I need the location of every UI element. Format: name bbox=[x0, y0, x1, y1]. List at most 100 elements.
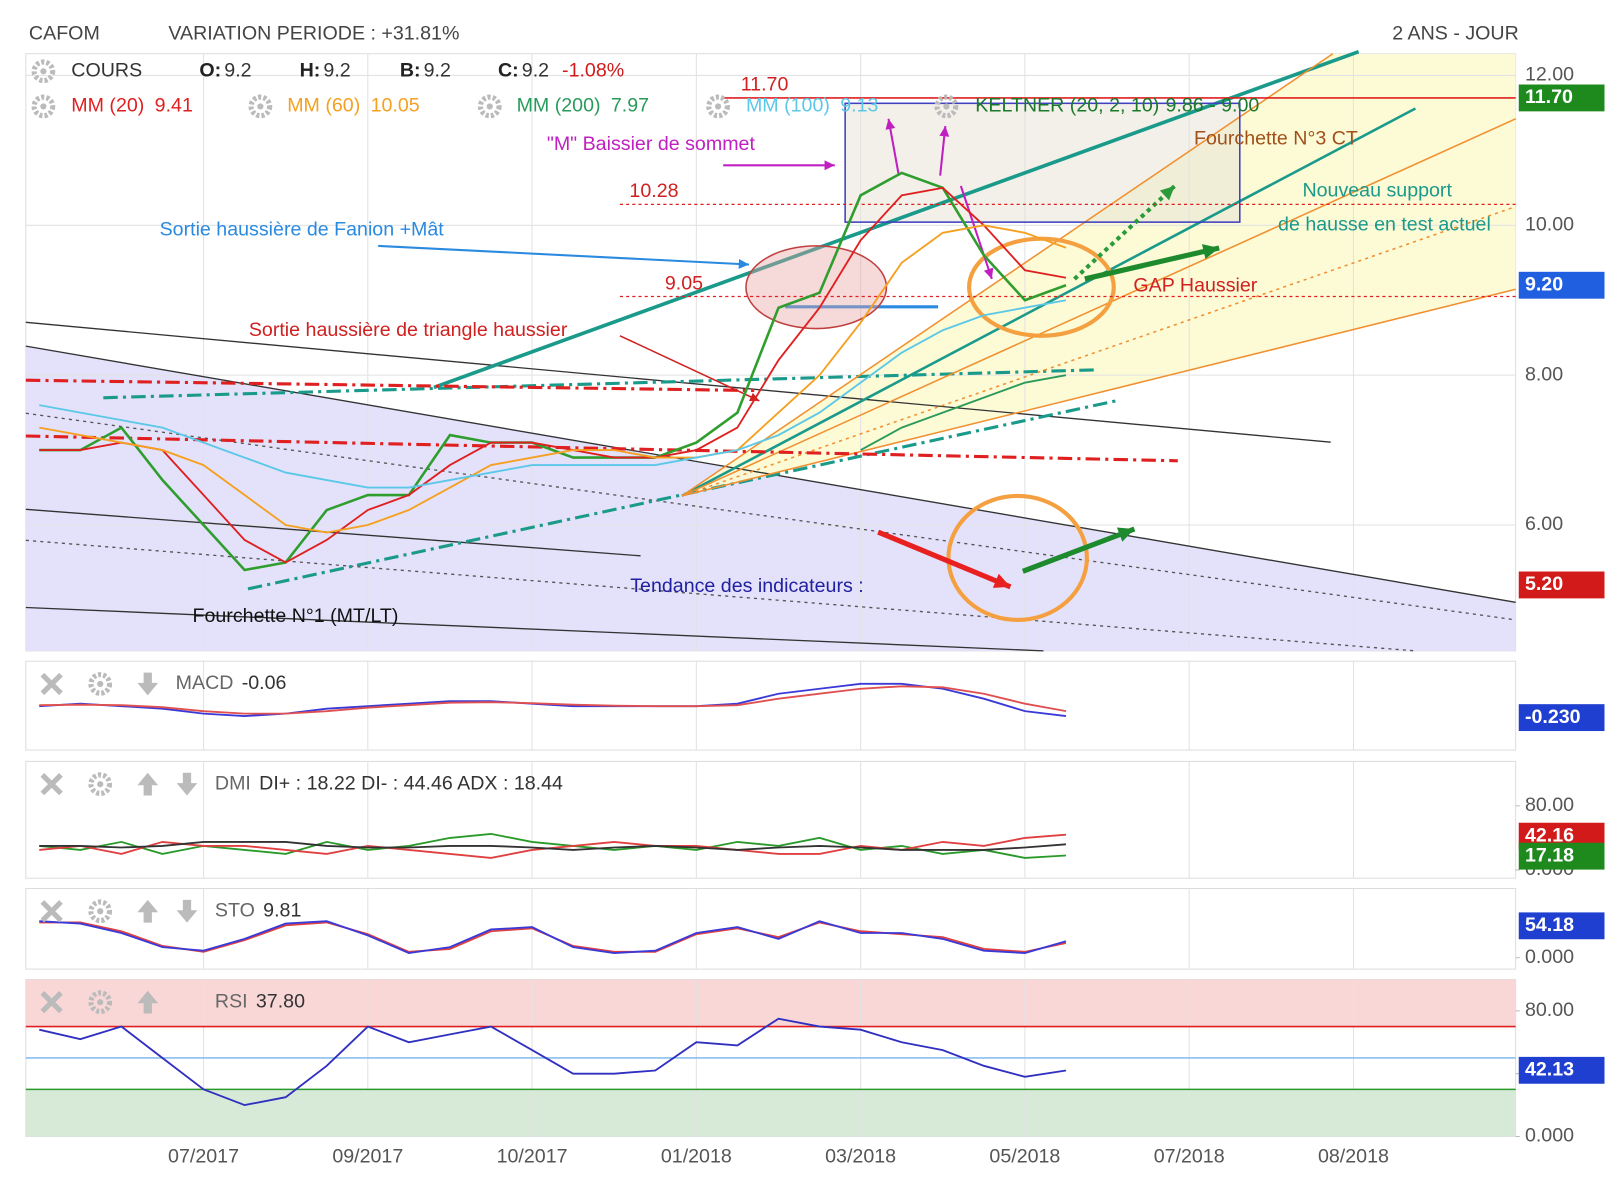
x-tick-label: 08/2018 bbox=[1318, 1145, 1389, 1167]
trend-line bbox=[25, 412, 1516, 621]
value-tag bbox=[1518, 84, 1605, 112]
value-tag bbox=[1518, 271, 1605, 299]
gear-hub bbox=[257, 103, 264, 110]
value-tag bbox=[1518, 1056, 1605, 1084]
arrow bbox=[1084, 245, 1220, 282]
indicator-value: 37.80 bbox=[256, 990, 305, 1012]
y-tick-label: 8.00 bbox=[1525, 363, 1563, 385]
arrow bbox=[378, 244, 750, 266]
trend-line bbox=[25, 539, 1416, 652]
trend-line bbox=[681, 288, 1516, 497]
quote-field-label: C: bbox=[498, 59, 519, 81]
arrow-head bbox=[1159, 185, 1175, 201]
timeframe[interactable]: 2 ANS - JOUR bbox=[1392, 22, 1519, 44]
x-tick-label: 07/2017 bbox=[168, 1145, 239, 1167]
quote-field-value: 9.2 bbox=[323, 59, 350, 81]
arrow-head bbox=[824, 160, 835, 171]
value-tag bbox=[1518, 842, 1605, 870]
quote-field-value: 9.2 bbox=[522, 59, 549, 81]
gear-icon[interactable] bbox=[477, 94, 502, 119]
arrow bbox=[959, 185, 993, 280]
legend-name: KELTNER (20, 2, 10) bbox=[975, 95, 1159, 117]
period-variation: VARIATION PERIODE : +31.81% bbox=[168, 22, 459, 44]
gear-hub bbox=[486, 103, 493, 110]
series-line bbox=[39, 682, 1067, 718]
gear-icon[interactable] bbox=[31, 94, 56, 119]
close-icon bbox=[40, 773, 63, 796]
y-tick-label: 80.00 bbox=[1525, 794, 1574, 816]
value-tag-label: 54.18 bbox=[1525, 914, 1574, 936]
arrow-head bbox=[1202, 244, 1220, 259]
panel-frame bbox=[25, 660, 1517, 751]
move-up-icon bbox=[137, 990, 159, 1014]
trend-line bbox=[25, 321, 1331, 443]
value-tag-label: 42.13 bbox=[1525, 1059, 1574, 1081]
overbought-zone bbox=[25, 979, 1516, 1027]
legend-name: MM (20) bbox=[71, 95, 144, 117]
series-line bbox=[39, 685, 1067, 715]
arrow bbox=[1021, 526, 1136, 574]
legend-value: 10.05 bbox=[371, 95, 420, 117]
gear-icon[interactable] bbox=[934, 94, 959, 119]
x-tick-label: 01/2018 bbox=[661, 1145, 732, 1167]
legend-value: 7.97 bbox=[611, 95, 649, 117]
oversold-zone bbox=[25, 1089, 1516, 1137]
gear-icon[interactable] bbox=[248, 94, 273, 119]
legend-name: MM (100) bbox=[746, 95, 830, 117]
trend-line bbox=[681, 118, 1516, 497]
annotation: de hausse en test actuel bbox=[1278, 213, 1491, 235]
arrow bbox=[619, 335, 760, 402]
x-tick-label: 03/2018 bbox=[825, 1145, 896, 1167]
annotation: Nouveau support bbox=[1302, 179, 1452, 201]
move-down-icon bbox=[176, 772, 198, 796]
gear-hub bbox=[97, 999, 104, 1006]
plot-layer: 07/2017 09/2017 10/2017 01/2018 03/2018 05/20… bbox=[25, 49, 1605, 1167]
annotation: Tendance des indicateurs : bbox=[630, 575, 863, 597]
gear-hub bbox=[97, 680, 104, 688]
indicator-value: 9.81 bbox=[263, 899, 301, 921]
gear-hub bbox=[97, 908, 104, 915]
series-line bbox=[39, 224, 1067, 534]
gear-icon[interactable] bbox=[88, 772, 113, 797]
gear-icon[interactable] bbox=[706, 94, 730, 119]
gear-icon[interactable] bbox=[88, 990, 113, 1015]
indicator-value: DI+ : 18.22 DI- : 44.46 ADX : 18.44 bbox=[259, 772, 563, 794]
move-up-icon bbox=[137, 899, 159, 923]
arrow-head bbox=[749, 392, 760, 402]
arrow-head bbox=[983, 267, 994, 279]
move-down-icon bbox=[176, 899, 198, 923]
annotation: Sortie haussière de triangle haussier bbox=[249, 319, 568, 341]
series-line bbox=[39, 840, 1067, 851]
y-tick-label: 80.00 bbox=[1525, 999, 1574, 1021]
value-tag bbox=[1518, 571, 1605, 599]
trend-line bbox=[25, 606, 1044, 652]
value-tag bbox=[1518, 704, 1605, 732]
value-tag-label: 5.20 bbox=[1525, 573, 1563, 595]
trend-line bbox=[247, 399, 1117, 591]
indicator-name: STO bbox=[215, 899, 255, 921]
series-line bbox=[860, 374, 1067, 451]
legend-value: 9.41 bbox=[155, 95, 193, 117]
indicator-value: -0.06 bbox=[242, 672, 287, 694]
y-tick-label: 0.000 bbox=[1525, 946, 1574, 968]
value-tag-label: 11.70 bbox=[1525, 86, 1573, 108]
arrow bbox=[1073, 184, 1177, 281]
close-icon bbox=[40, 672, 63, 696]
trend-line bbox=[25, 378, 755, 393]
gear-hub bbox=[97, 781, 104, 788]
channel-fill bbox=[25, 346, 1516, 651]
quote-field-value: 9.2 bbox=[424, 59, 451, 81]
gear-icon[interactable] bbox=[88, 672, 113, 696]
value-tag-label: 42.16 bbox=[1525, 824, 1574, 846]
quote-field-label: H: bbox=[300, 59, 321, 81]
indicator-name: DMI bbox=[215, 772, 251, 794]
x-tick-label: 10/2017 bbox=[497, 1145, 568, 1167]
range-box bbox=[844, 102, 1241, 223]
gear-icon[interactable] bbox=[88, 899, 113, 924]
arrow-head bbox=[738, 259, 750, 269]
quote-change: -1.08% bbox=[562, 59, 624, 81]
value-tag-label: 9.20 bbox=[1525, 273, 1563, 295]
gear-icon[interactable] bbox=[31, 59, 56, 84]
annotation: "M" Baissier de sommet bbox=[547, 133, 756, 155]
indicator-name: MACD bbox=[176, 672, 234, 694]
